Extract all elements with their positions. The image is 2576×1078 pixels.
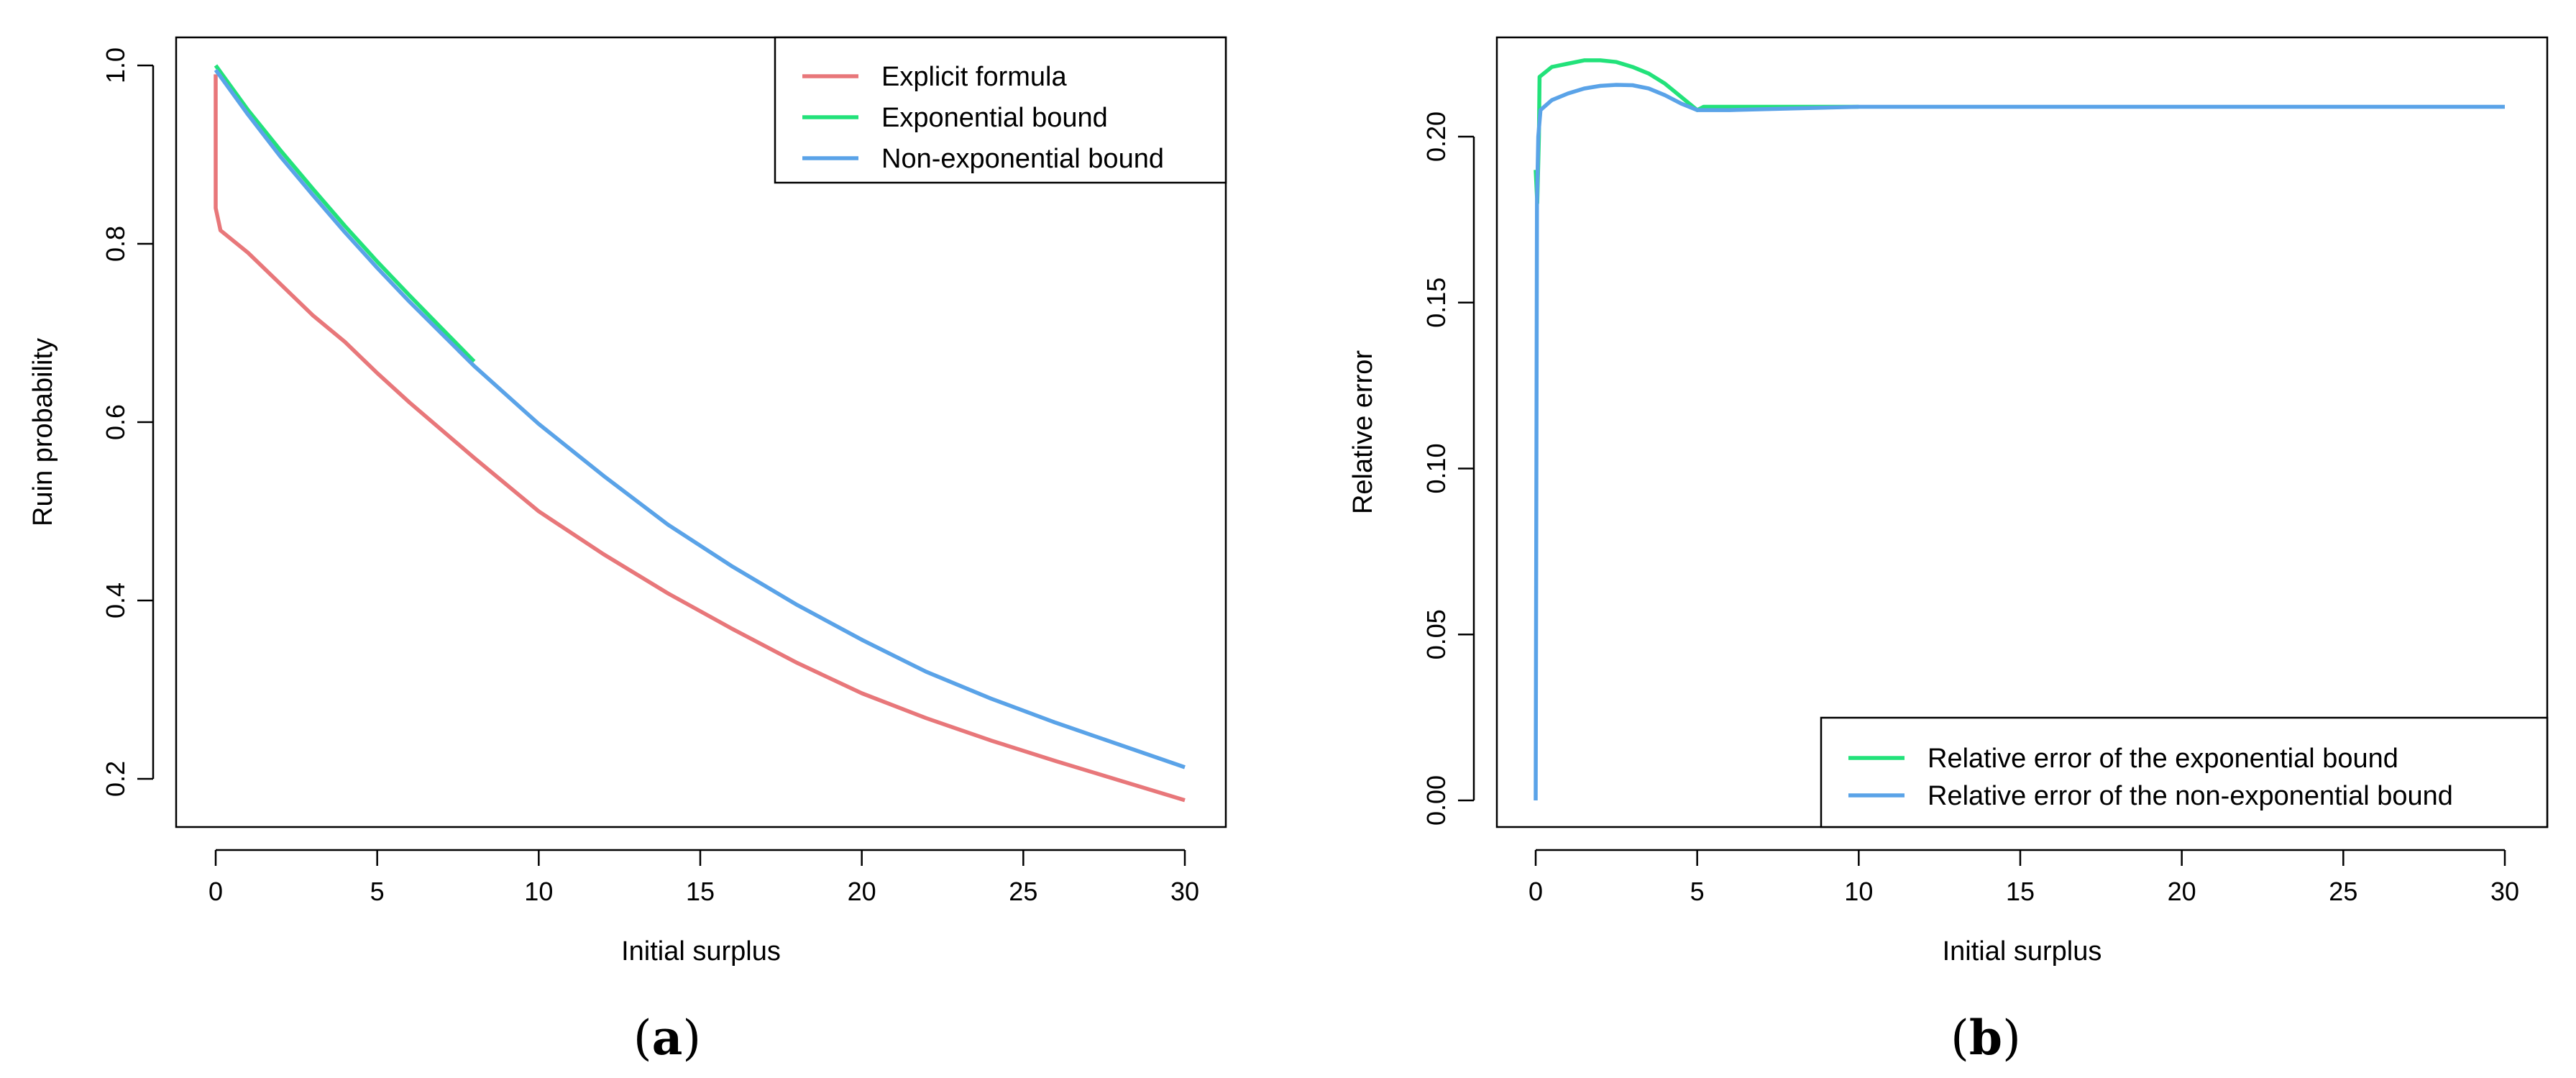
x-tick-label: 10 xyxy=(524,877,553,906)
x-tick-label: 10 xyxy=(1844,877,1873,906)
legend: Relative error of the exponential bound R… xyxy=(1820,716,2549,828)
series-line xyxy=(1534,58,1859,206)
legend-label: Relative error of the exponential bound xyxy=(1928,744,2398,774)
y-tick-label: 0.2 xyxy=(101,761,130,797)
panel-caption: (a) xyxy=(633,1010,701,1066)
x-tick-label: 30 xyxy=(2490,877,2519,906)
caption-letter: b xyxy=(1969,1010,2002,1066)
series-line xyxy=(214,74,1186,803)
series-line xyxy=(214,68,1186,769)
y-tick-label: 1.0 xyxy=(101,47,130,83)
panel-caption: (b) xyxy=(1951,1010,2021,1066)
legend-label: Exponential bound xyxy=(881,103,1108,133)
y-tick-label: 0.4 xyxy=(101,583,130,618)
x-tick-label: 20 xyxy=(2168,877,2196,906)
series-group xyxy=(1534,58,2505,801)
y-axis: 0.00 0.05 0.10 0.15 0.20 xyxy=(1421,111,1475,826)
x-axis-title: Initial surplus xyxy=(1943,936,2102,967)
x-tick-label: 5 xyxy=(370,877,385,906)
x-tick-label: 5 xyxy=(1690,877,1705,906)
x-tick-label: 0 xyxy=(1528,877,1543,906)
y-axis-title: Relative error xyxy=(1348,350,1378,514)
series-group xyxy=(214,64,1186,803)
legend: Explicit formula Exponential bound Non-exp… xyxy=(774,36,1227,184)
y-tick-label: 0.05 xyxy=(1421,609,1451,659)
y-tick-label: 0.6 xyxy=(101,404,130,440)
x-axis: 0 5 10 15 20 25 30 xyxy=(1528,849,2519,906)
y-tick-label: 0.00 xyxy=(1421,775,1451,826)
series-line xyxy=(214,64,476,363)
x-tick-label: 25 xyxy=(2329,877,2357,906)
y-tick-label: 0.20 xyxy=(1421,111,1451,162)
caption-open-paren: ( xyxy=(633,1010,652,1066)
y-axis: 0.2 0.4 0.6 0.8 1.0 xyxy=(101,47,155,797)
x-axis-title: Initial surplus xyxy=(621,936,781,967)
caption-open-paren: ( xyxy=(1951,1010,1969,1066)
plot-frame xyxy=(175,36,1227,828)
x-tick-label: 25 xyxy=(1009,877,1037,906)
legend-label: Relative error of the non-exponential bo… xyxy=(1928,781,2453,811)
legend-label: Explicit formula xyxy=(881,62,1067,92)
caption-close-paren: ) xyxy=(2002,1010,2021,1066)
plot-frame xyxy=(1495,36,2549,828)
caption-letter: a xyxy=(652,1010,683,1066)
x-axis: 0 5 10 15 20 25 30 xyxy=(208,849,1199,906)
series-line xyxy=(1534,83,2505,801)
x-tick-label: 20 xyxy=(848,877,876,906)
caption-close-paren: ) xyxy=(682,1010,701,1066)
legend-label: Non-exponential bound xyxy=(881,144,1164,174)
panel-a: 0 5 10 15 20 25 30 0.2 0.4 0.6 0.8 1.0 Initial surpl… xyxy=(28,36,1227,1066)
y-tick-label: 0.15 xyxy=(1421,278,1451,328)
y-axis-title: Ruin probability xyxy=(28,338,58,526)
y-tick-label: 0.8 xyxy=(101,226,130,262)
y-tick-label: 0.10 xyxy=(1421,443,1451,493)
legend-box xyxy=(1820,716,2549,828)
x-tick-label: 15 xyxy=(686,877,715,906)
x-tick-label: 30 xyxy=(1170,877,1199,906)
panel-b: 0 5 10 15 20 25 30 0.00 0.05 0.10 0.15 0.20 Initial … xyxy=(1348,36,2549,1066)
x-tick-label: 0 xyxy=(208,877,223,906)
x-tick-label: 15 xyxy=(2006,877,2035,906)
